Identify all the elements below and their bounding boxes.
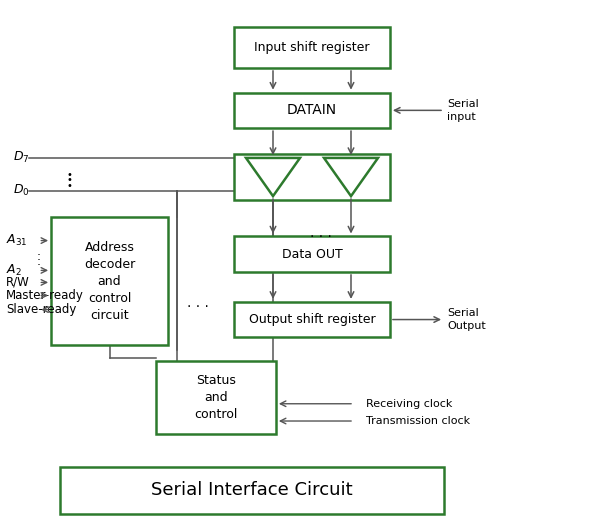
Text: $D_0$: $D_0$ <box>13 184 30 198</box>
Text: Master-ready: Master-ready <box>6 289 84 302</box>
Text: $D_7$: $D_7$ <box>13 151 30 165</box>
Text: . . .: . . . <box>310 226 332 240</box>
Text: Serial Interface Circuit: Serial Interface Circuit <box>151 481 353 499</box>
Text: DATAIN: DATAIN <box>287 104 337 117</box>
Text: .: . <box>37 255 41 268</box>
Bar <box>234 154 390 200</box>
Text: Output: Output <box>447 321 486 331</box>
Bar <box>234 93 390 128</box>
Text: Slave-ready: Slave-ready <box>6 303 76 316</box>
Text: .: . <box>37 250 41 263</box>
Text: Receiving clock: Receiving clock <box>366 399 452 409</box>
Text: Data OUT: Data OUT <box>281 248 343 260</box>
Text: •: • <box>66 180 72 191</box>
Text: $A_2$: $A_2$ <box>6 263 22 278</box>
Text: .: . <box>37 245 41 257</box>
Bar <box>234 236 390 272</box>
Bar <box>234 302 390 337</box>
Text: Serial: Serial <box>447 308 479 319</box>
Text: •: • <box>66 170 72 180</box>
Bar <box>234 27 390 68</box>
Bar <box>156 361 276 434</box>
Text: $A_{31}$: $A_{31}$ <box>6 233 28 248</box>
Text: Serial: Serial <box>447 99 479 109</box>
Text: R/W: R/W <box>6 276 30 289</box>
Text: input: input <box>447 111 476 122</box>
Text: . . .: . . . <box>187 297 209 310</box>
Bar <box>51 217 168 345</box>
Text: Input shift register: Input shift register <box>254 41 370 54</box>
Text: Address
decoder
and
control
circuit: Address decoder and control circuit <box>84 241 135 322</box>
Bar <box>60 467 444 514</box>
Text: Status
and
control: Status and control <box>194 374 238 421</box>
Text: •: • <box>66 175 72 186</box>
Text: Transmission clock: Transmission clock <box>366 416 470 426</box>
Text: Output shift register: Output shift register <box>248 313 376 326</box>
